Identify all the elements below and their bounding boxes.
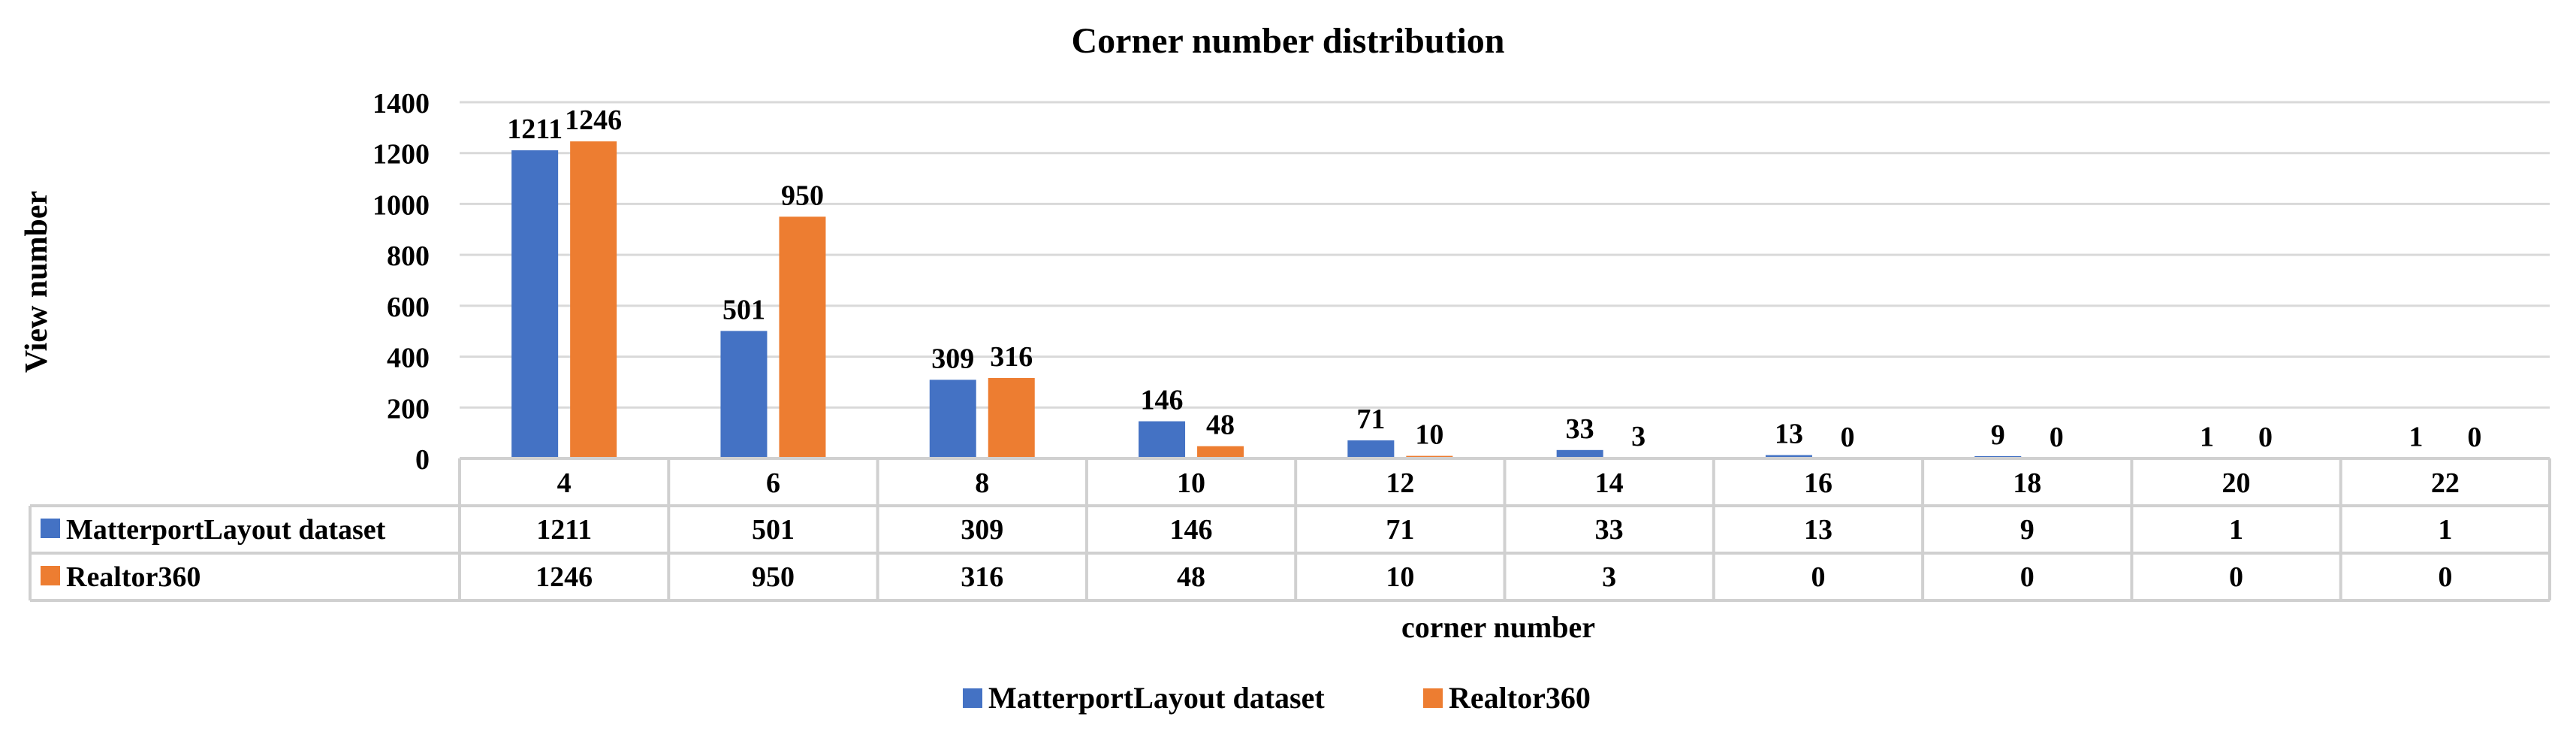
x-tick-label: 4 — [557, 467, 572, 499]
y-tick-label: 800 — [387, 240, 430, 272]
table-cell: 146 — [1170, 514, 1213, 546]
table-cell: 501 — [752, 514, 795, 546]
table-cell: 48 — [1177, 561, 1205, 593]
table-series-name: MatterportLayout dataset — [66, 514, 386, 546]
y-tick-label: 1200 — [373, 139, 430, 171]
legend-swatch-matterportlayout-dataset — [963, 688, 982, 708]
table-cell: 0 — [2229, 561, 2243, 593]
gridlines — [460, 102, 2550, 407]
data-label-matterportlayout-dataset-16: 13 — [1775, 419, 1803, 450]
chart-title: Corner number distribution — [1072, 21, 1505, 61]
x-tick-label: 22 — [2431, 467, 2460, 499]
table-cell: 1 — [2229, 514, 2243, 546]
bar-matterportlayout-dataset-12 — [1347, 440, 1394, 458]
data-label-realtor360-12: 10 — [1415, 419, 1443, 451]
data-label-realtor360-8: 316 — [990, 341, 1033, 373]
data-label-realtor360-14: 3 — [1631, 421, 1645, 452]
x-tick-label: 18 — [2013, 467, 2041, 499]
data-label-matterportlayout-dataset-10: 146 — [1141, 385, 1184, 416]
data-label-matterportlayout-dataset-18: 9 — [1991, 419, 2005, 451]
y-axis-ticks: 0 200 400 600 800 1000 1200 1400 — [373, 88, 430, 476]
table-cell: 10 — [1386, 561, 1414, 593]
x-tick-label: 8 — [975, 467, 989, 499]
bar-realtor360-10 — [1197, 446, 1244, 458]
y-axis-label: View number — [20, 191, 54, 373]
table-legend-key — [41, 519, 60, 538]
y-tick-label: 1400 — [373, 88, 430, 119]
table-cell: 0 — [2020, 561, 2035, 593]
table-cell: 1211 — [536, 514, 592, 546]
y-tick-label: 0 — [415, 444, 430, 476]
legend: MatterportLayout dataset Realtor360 — [963, 681, 1591, 715]
table-cell: 13 — [1804, 514, 1832, 546]
data-label-realtor360-22: 0 — [2467, 422, 2481, 453]
data-label-realtor360-6: 950 — [781, 180, 824, 211]
table-cell: 3 — [1602, 561, 1616, 593]
table-cell: 309 — [961, 514, 1003, 546]
table-cell: 950 — [752, 561, 795, 593]
table-cell: 9 — [2020, 514, 2035, 546]
legend-label-matterportlayout-dataset: MatterportLayout dataset — [988, 681, 1325, 715]
legend-label-realtor360: Realtor360 — [1449, 681, 1591, 715]
data-label-matterportlayout-dataset-4: 1211 — [507, 113, 563, 145]
bar-realtor360-4 — [570, 141, 617, 458]
data-label-matterportlayout-dataset-14: 33 — [1566, 413, 1594, 445]
bar-matterportlayout-dataset-6 — [720, 331, 767, 458]
data-label-realtor360-16: 0 — [1840, 422, 1854, 453]
bar-matterportlayout-dataset-4 — [511, 150, 558, 458]
bar-matterportlayout-dataset-8 — [930, 380, 976, 458]
table-cell: 33 — [1595, 514, 1624, 546]
table-cell: 1 — [2438, 514, 2452, 546]
x-tick-label: 6 — [766, 467, 780, 499]
legend-swatch-realtor360 — [1423, 688, 1443, 708]
data-label-matterportlayout-dataset-8: 309 — [931, 343, 974, 374]
data-label-matterportlayout-dataset-6: 501 — [722, 294, 765, 325]
x-tick-label: 12 — [1386, 467, 1414, 499]
x-tick-label: 14 — [1595, 467, 1624, 499]
data-label-matterportlayout-dataset-12: 71 — [1356, 404, 1385, 435]
data-label-matterportlayout-dataset-20: 1 — [2200, 422, 2214, 453]
data-label-realtor360-20: 0 — [2258, 422, 2273, 453]
table-cell: 71 — [1386, 514, 1414, 546]
bar-realtor360-6 — [779, 216, 825, 458]
data-label-matterportlayout-dataset-22: 1 — [2409, 422, 2423, 453]
y-tick-label: 400 — [387, 343, 430, 374]
x-tick-label: 10 — [1177, 467, 1205, 499]
data-label-realtor360-4: 1246 — [565, 104, 622, 136]
table-series-name: Realtor360 — [66, 561, 201, 593]
table-cell: 316 — [961, 561, 1003, 593]
table-cell: 0 — [2438, 561, 2452, 593]
y-tick-label: 1000 — [373, 189, 430, 221]
data-label-realtor360-10: 48 — [1206, 410, 1235, 441]
table-legend-key — [41, 566, 60, 585]
bar-realtor360-8 — [988, 378, 1035, 458]
x-tick-label: 20 — [2222, 467, 2251, 499]
x-tick-label: 16 — [1804, 467, 1832, 499]
x-axis-label: corner number — [1401, 610, 1595, 644]
bar-matterportlayout-dataset-10 — [1139, 422, 1185, 458]
y-tick-label: 200 — [387, 393, 430, 425]
table-cell: 0 — [1811, 561, 1825, 593]
y-tick-label: 600 — [387, 292, 430, 323]
data-label-realtor360-18: 0 — [2050, 422, 2064, 453]
table-cell: 1246 — [535, 561, 593, 593]
